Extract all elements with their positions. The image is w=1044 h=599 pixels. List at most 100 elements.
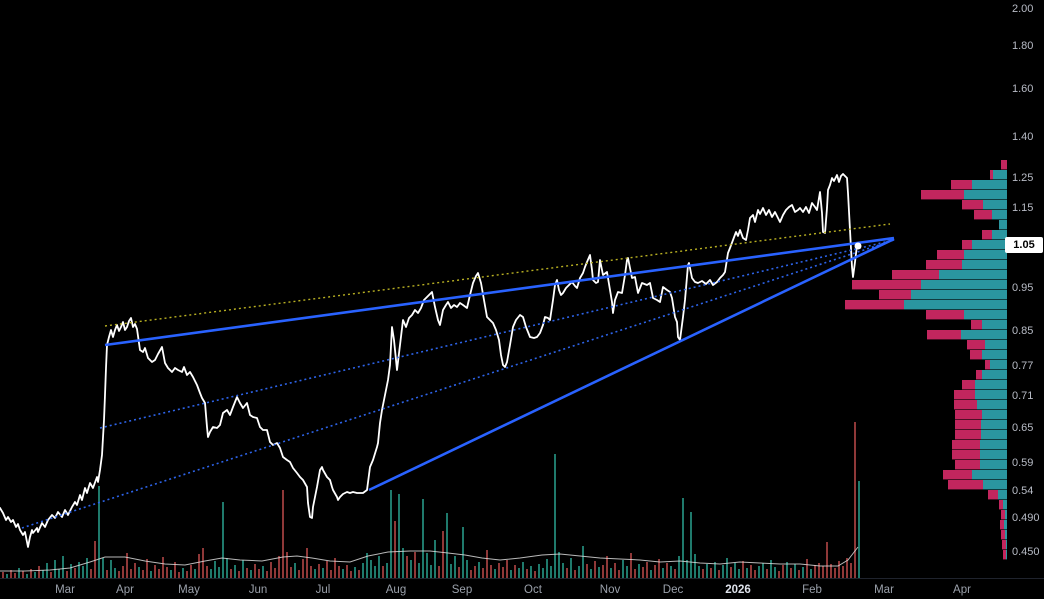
volume-profile-up-segment	[981, 430, 1007, 440]
volume-profile-up-segment	[980, 440, 1007, 450]
volume-bar	[838, 561, 840, 578]
volume-bar	[382, 566, 384, 578]
volume-bar	[826, 542, 828, 578]
volume-profile-down-segment	[943, 470, 972, 480]
volume-profile-down-segment	[954, 390, 975, 400]
volume-profile-down-segment	[952, 440, 980, 450]
volume-profile-up-segment	[983, 200, 1007, 210]
volume-profile-down-segment	[990, 170, 993, 180]
trend-line-blue-solid-upper[interactable]	[104, 236, 895, 347]
volume-bar	[98, 486, 100, 578]
volume-bar	[842, 566, 844, 578]
time-axis[interactable]: Mar Apr May Jun Jul Aug Sep Oct Nov Dec 2026 Feb Mar…	[55, 584, 971, 596]
volume-bar	[686, 560, 688, 578]
volume-bar	[822, 566, 824, 578]
volume-profile-down-segment	[955, 410, 982, 420]
volume-profile-up-segment	[911, 290, 1007, 300]
volume-bar	[818, 563, 820, 578]
volume-bar	[746, 568, 748, 578]
volume-bar	[738, 569, 740, 578]
volume-bar	[806, 559, 808, 578]
volume-bar	[138, 567, 140, 578]
volume-bar	[418, 563, 420, 578]
volume-bar	[298, 570, 300, 578]
volume-bar	[642, 567, 644, 578]
volume-bar	[766, 569, 768, 578]
volume-bar	[502, 567, 504, 578]
volume-bar	[482, 568, 484, 578]
volume-bar	[750, 565, 752, 578]
volume-profile-up-segment	[1006, 540, 1007, 550]
volume-bar	[754, 570, 756, 578]
volume-profile-up-segment	[962, 260, 1007, 270]
volume-bar	[782, 565, 784, 578]
volume-bar	[798, 570, 800, 578]
volume-bar	[294, 563, 296, 578]
volume-profile-up-segment	[964, 190, 1007, 200]
trend-line-blue-solid-lower[interactable]	[368, 237, 895, 492]
trend-line-blue-dotted-lower[interactable]	[21, 239, 895, 529]
volume-profile-up-segment	[977, 400, 1007, 410]
volume-ma-line	[0, 546, 859, 572]
volume-bar	[506, 560, 508, 578]
volume-bar	[590, 569, 592, 578]
volume-bar	[262, 566, 264, 578]
volume-bar	[770, 560, 772, 578]
price-tick-label: 0.65	[1012, 422, 1033, 434]
volume-profile-down-segment	[970, 350, 982, 360]
volume-bar	[678, 556, 680, 578]
volume-bar	[106, 570, 108, 578]
trend-line-yellow-dotted-resistance[interactable]	[104, 223, 891, 327]
volume-bar	[86, 558, 88, 578]
volume-profile-down-segment	[962, 380, 975, 390]
volume-profile-down-segment	[1002, 540, 1006, 550]
volume-profile-down-segment	[951, 180, 972, 190]
price-tick-label: 1.40	[1012, 131, 1033, 143]
volume-bar	[330, 570, 332, 578]
time-tick-label: Aug	[386, 584, 406, 596]
volume-bar	[706, 564, 708, 578]
volume-bar	[166, 567, 168, 578]
volume-bar	[362, 563, 364, 578]
volume-bar	[234, 565, 236, 578]
price-axis[interactable]: 2.00 1.80 1.60 1.40 1.25 1.15 0.95 0.85 0.77 0.71…	[1012, 3, 1040, 558]
volume-bar	[162, 557, 164, 578]
volume-bar	[570, 558, 572, 578]
volume-bar	[554, 454, 556, 578]
volume-bar	[634, 569, 636, 578]
volume-profile-down-segment	[988, 490, 998, 500]
volume-bar	[354, 567, 356, 578]
volume-bar	[550, 566, 552, 578]
volume-profile-down-segment	[948, 480, 983, 490]
volume-bar	[398, 494, 400, 578]
volume-profile-down-segment	[971, 320, 982, 330]
price-tick-label: 1.80	[1012, 40, 1033, 52]
volume-bar	[518, 568, 520, 578]
volume-bar	[670, 566, 672, 578]
volume-bar	[314, 569, 316, 578]
volume-bar	[110, 560, 112, 578]
price-tick-label: 0.450	[1012, 546, 1040, 558]
volume-bar	[238, 571, 240, 578]
volume-profile-down-segment	[927, 330, 961, 340]
time-tick-label: Feb	[802, 584, 822, 596]
volume-bar	[742, 561, 744, 578]
volume-profile-down-segment	[962, 200, 983, 210]
volume-profile-up-segment	[1003, 500, 1007, 510]
volume-profile-down-segment	[845, 300, 904, 310]
volume-bar	[722, 565, 724, 578]
volume-bar	[470, 570, 472, 578]
trend-line-blue-dotted-mid[interactable]	[99, 239, 895, 429]
volume-bar	[602, 565, 604, 578]
volume-bar	[326, 561, 328, 578]
volume-profile-up-segment	[998, 490, 1007, 500]
price-line[interactable]	[0, 173, 859, 548]
volume-bar	[390, 490, 392, 578]
volume-profile-down-segment	[1001, 510, 1005, 520]
volume-bar	[778, 571, 780, 578]
volume-profile-up-segment	[972, 470, 1007, 480]
volume-bar	[178, 572, 180, 578]
volume-bar	[774, 567, 776, 578]
volume-bar	[594, 561, 596, 578]
